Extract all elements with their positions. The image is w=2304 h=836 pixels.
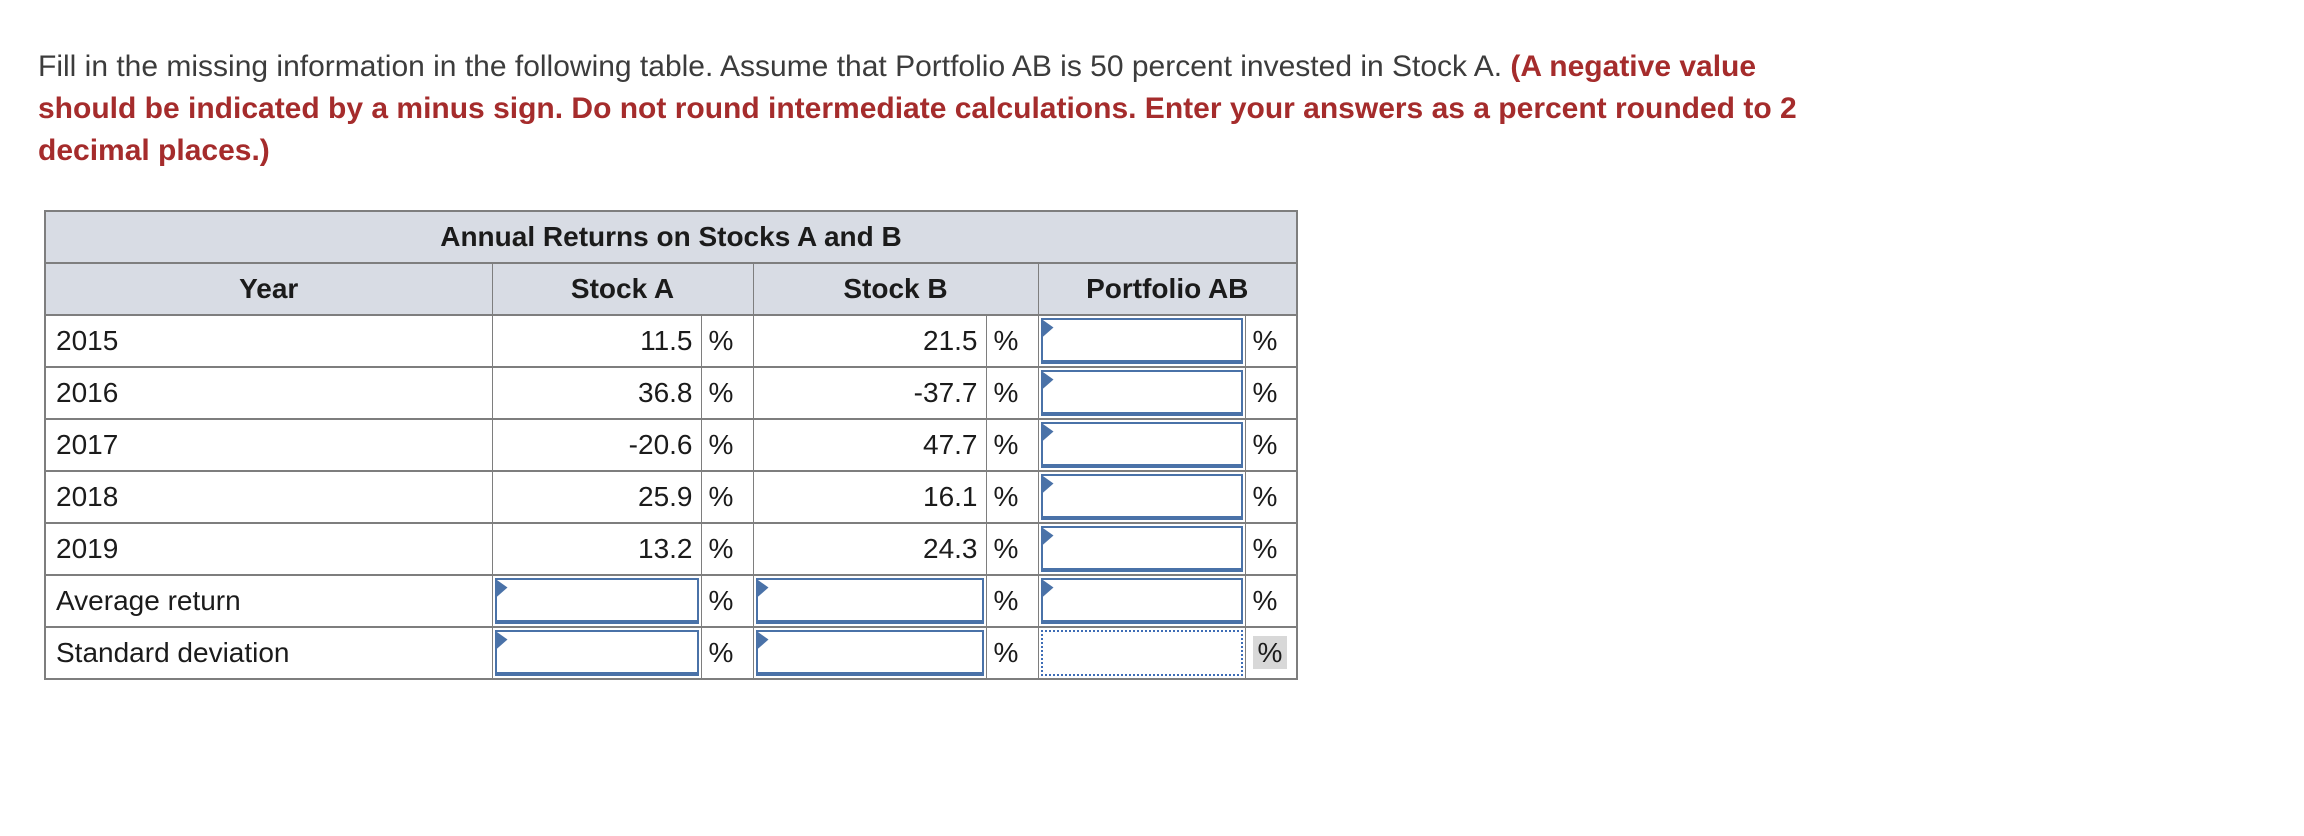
percent-label: %	[985, 418, 1039, 472]
stock-a-value: -20.6	[491, 418, 702, 472]
year-cell: 2016	[44, 366, 493, 420]
column-header-year: Year	[44, 262, 493, 316]
percent-label: %	[700, 314, 754, 368]
percent-label: %	[1244, 418, 1298, 472]
input-portfolio-ab-average-return-cell	[1037, 574, 1246, 628]
stock-b-value: 16.1	[752, 470, 987, 524]
table-title-row: Annual Returns on Stocks A and B	[44, 210, 1298, 264]
percent-label: %	[700, 366, 754, 420]
percent-label: %	[985, 626, 1039, 680]
percent-label: %	[700, 418, 754, 472]
input-portfolio-ab-2016[interactable]	[1042, 372, 1241, 412]
input-portfolio-ab-2018-box	[1040, 474, 1243, 520]
input-portfolio-ab-standard-deviation-box	[1040, 630, 1243, 676]
table-header-row: Year Stock A Stock B Portfolio AB	[44, 262, 1298, 316]
question-line-2: should be indicated by a minus sign. Do …	[38, 92, 1797, 125]
percent-label: %	[985, 470, 1039, 524]
input-stock-b-average-return[interactable]	[757, 580, 982, 620]
column-header-stock-b: Stock B	[752, 262, 1039, 316]
input-portfolio-ab-2017[interactable]	[1042, 424, 1241, 464]
percent-label: %	[700, 470, 754, 524]
input-portfolio-ab-2018[interactable]	[1042, 476, 1241, 516]
input-portfolio-ab-2019-cell	[1037, 522, 1246, 576]
percent-label: %	[1244, 314, 1298, 368]
table-row: 2016 36.8% -37.7%%	[44, 366, 1298, 420]
row-label: Standard deviation	[44, 626, 493, 680]
year-cell: 2019	[44, 522, 493, 576]
table-row: 2017 -20.6% 47.7%%	[44, 418, 1298, 472]
percent-label: %	[700, 626, 754, 680]
percent-label: %	[700, 574, 754, 628]
percent-label: %	[985, 366, 1039, 420]
input-portfolio-ab-2015-box	[1040, 318, 1243, 364]
input-stock-b-average-return-cell	[752, 574, 987, 628]
table-body: 2015 11.5% 21.5%% 2016 36.8% -37.7%% 2017 -20.6…	[44, 314, 1298, 680]
stock-b-value: 21.5	[752, 314, 987, 368]
percent-label: %	[1244, 470, 1298, 524]
stock-a-value: 36.8	[491, 366, 702, 420]
year-cell: 2015	[44, 314, 493, 368]
input-stock-a-average-return-cell	[491, 574, 702, 628]
percent-label-highlighted: %	[1252, 636, 1288, 669]
percent-label: %	[985, 522, 1039, 576]
question-line-1: Fill in the missing information in the f…	[38, 46, 2304, 88]
year-cell: 2017	[44, 418, 493, 472]
input-portfolio-ab-2019-box	[1040, 526, 1243, 572]
input-portfolio-ab-2016-box	[1040, 370, 1243, 416]
input-portfolio-ab-2015-cell	[1037, 314, 1246, 368]
input-portfolio-ab-2019[interactable]	[1042, 528, 1241, 568]
stock-b-value: -37.7	[752, 366, 987, 420]
table-title: Annual Returns on Stocks A and B	[44, 210, 1298, 264]
percent-label: %	[985, 574, 1039, 628]
stock-a-value: 13.2	[491, 522, 702, 576]
input-stock-a-average-return-box	[494, 578, 699, 624]
input-portfolio-ab-standard-deviation-cell	[1037, 626, 1246, 680]
returns-table: Annual Returns on Stocks A and B Year St…	[44, 210, 1298, 680]
stock-b-value: 24.3	[752, 522, 987, 576]
year-cell: 2018	[44, 470, 493, 524]
question-line-3: decimal places.)	[38, 134, 270, 167]
table-row: 2018 25.9% 16.1%%	[44, 470, 1298, 524]
input-portfolio-ab-2017-box	[1040, 422, 1243, 468]
table-row: Average return%%%	[44, 574, 1298, 628]
percent-label: %	[1244, 574, 1298, 628]
input-portfolio-ab-2015[interactable]	[1042, 320, 1241, 360]
percent-label: %	[700, 522, 754, 576]
input-portfolio-ab-standard-deviation[interactable]	[1042, 632, 1241, 674]
question-black-text: Fill in the missing information in the f…	[38, 50, 1511, 83]
input-stock-a-standard-deviation[interactable]	[496, 632, 697, 672]
stock-a-value: 11.5	[491, 314, 702, 368]
input-stock-b-average-return-box	[755, 578, 984, 624]
table-row: 2015 11.5% 21.5%%	[44, 314, 1298, 368]
column-header-stock-a: Stock A	[491, 262, 754, 316]
input-stock-a-standard-deviation-box	[494, 630, 699, 676]
table-row: Standard deviation%%%	[44, 626, 1298, 680]
input-portfolio-ab-average-return[interactable]	[1042, 580, 1241, 620]
percent-label: %	[1244, 522, 1298, 576]
percent-label: %	[985, 314, 1039, 368]
question-red-text: (A negative value	[1510, 50, 1757, 83]
input-stock-a-standard-deviation-cell	[491, 626, 702, 680]
input-stock-a-average-return[interactable]	[496, 580, 697, 620]
input-portfolio-ab-2017-cell	[1037, 418, 1246, 472]
input-stock-b-standard-deviation[interactable]	[757, 632, 982, 672]
input-stock-b-standard-deviation-cell	[752, 626, 987, 680]
stock-a-value: 25.9	[491, 470, 702, 524]
input-portfolio-ab-2018-cell	[1037, 470, 1246, 524]
percent-label: %	[1244, 626, 1298, 680]
input-stock-b-standard-deviation-box	[755, 630, 984, 676]
column-header-portfolio-ab: Portfolio AB	[1037, 262, 1298, 316]
row-label: Average return	[44, 574, 493, 628]
table-row: 2019 13.2% 24.3%%	[44, 522, 1298, 576]
question-text: Fill in the missing information in the f…	[38, 46, 2304, 172]
percent-label: %	[1244, 366, 1298, 420]
input-portfolio-ab-average-return-box	[1040, 578, 1243, 624]
input-portfolio-ab-2016-cell	[1037, 366, 1246, 420]
stock-b-value: 47.7	[752, 418, 987, 472]
